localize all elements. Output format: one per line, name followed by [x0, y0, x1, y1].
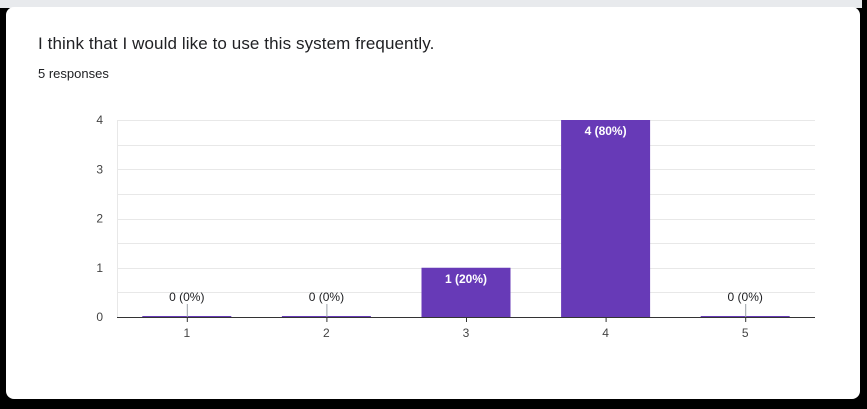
- y-tick-label: 3: [96, 162, 103, 176]
- bars: [142, 120, 790, 317]
- y-tick-label: 2: [96, 212, 103, 226]
- x-tick-label: 3: [463, 326, 470, 340]
- data-label: 0 (0%): [728, 290, 763, 304]
- y-tick-label: 1: [96, 261, 103, 275]
- y-tick-label: 4: [96, 113, 103, 127]
- x-tick-label: 5: [742, 326, 749, 340]
- data-label: 4 (80%): [585, 124, 627, 138]
- bar: [421, 267, 511, 317]
- x-tick-label: 2: [323, 326, 330, 340]
- question-summary-card: I think that I would like to use this sy…: [6, 7, 860, 399]
- axes: 0 1 2 3 4 1 2 3 4 5: [96, 113, 815, 340]
- data-label: 0 (0%): [169, 290, 204, 304]
- window-top-strip: [0, 0, 862, 8]
- x-tick-label: 4: [602, 326, 609, 340]
- x-tick-label: 1: [183, 326, 190, 340]
- data-label: 1 (20%): [445, 272, 487, 286]
- bar: [561, 120, 651, 317]
- response-count: 5 responses: [38, 66, 109, 81]
- y-tick-label: 0: [96, 310, 103, 324]
- question-title: I think that I would like to use this sy…: [38, 34, 435, 53]
- labels: 0 (0%) 0 (0%) 1 (20%) 4 (80%) 0 (0%): [169, 124, 763, 317]
- data-label: 0 (0%): [309, 290, 344, 304]
